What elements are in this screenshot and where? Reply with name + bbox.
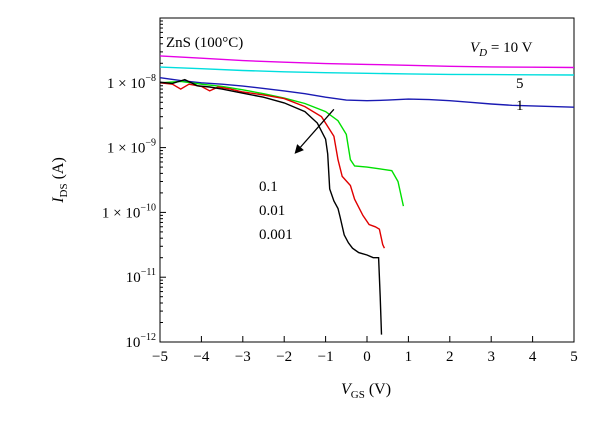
- series-line-3: [159, 80, 405, 207]
- x-tick-label: 0: [363, 349, 371, 365]
- x-tick-label: −1: [318, 349, 334, 365]
- y-axis-label: IDS (A): [50, 157, 70, 204]
- x-axis-label: VGS (V): [341, 381, 391, 401]
- x-tick-label: 1: [405, 349, 413, 365]
- y-tick-label: 1 × 10−9: [107, 138, 156, 157]
- sample-label: ZnS (100°C): [166, 35, 243, 51]
- vd-label-value: = 10 V: [487, 40, 532, 56]
- x-tick-label: −3: [235, 349, 251, 365]
- y-tick-label: 10−12: [125, 332, 156, 351]
- y-tick-label: 1 × 10−10: [102, 202, 156, 221]
- series-label-0.001: 0.001: [259, 227, 293, 243]
- y-tick-label: 10−11: [126, 267, 156, 286]
- x-tick-label: −5: [152, 349, 168, 365]
- series-line-1: [159, 66, 575, 76]
- series-label-0.01: 0.01: [259, 203, 285, 219]
- x-tick-label: 3: [487, 349, 495, 365]
- x-axis-label-unit: (V): [369, 381, 391, 398]
- x-tick-label: −2: [276, 349, 292, 365]
- y-ticks: 1 × 10−8 1 × 10−9 1 × 10−10 10−11 10−12: [102, 20, 166, 351]
- series-label-1: 1: [516, 98, 524, 114]
- series-line-0: [159, 55, 575, 69]
- x-tick-label: 5: [570, 349, 578, 365]
- y-axis-label-main: I: [50, 197, 67, 204]
- x-axis-label-main: V: [341, 381, 353, 398]
- vd-label-sub: D: [478, 47, 487, 59]
- vd-label: VD = 10 V: [470, 40, 533, 59]
- x-tick-label: 4: [529, 349, 537, 365]
- trend-arrow: [300, 108, 335, 148]
- series-layer: [159, 55, 575, 335]
- y-tick-label: 1 × 10−8: [107, 73, 156, 92]
- series-label-0.1: 0.1: [259, 179, 278, 195]
- x-tick-label: 2: [446, 349, 454, 365]
- y-axis-label-sub: DS: [58, 183, 70, 197]
- series-line-5: [159, 78, 383, 335]
- x-tick-label: −4: [193, 349, 209, 365]
- vd-label-main: V: [470, 40, 481, 56]
- series-line-2: [159, 77, 575, 108]
- trend-arrow-head: [294, 144, 304, 154]
- series-line-4: [159, 82, 386, 249]
- series-label-5: 5: [516, 76, 524, 92]
- x-axis-label-sub: GS: [351, 389, 365, 401]
- x-ticks: −5 −4 −3 −2 −1 0 1 2 3 4 5: [152, 336, 578, 365]
- y-axis-label-unit: (A): [50, 157, 67, 179]
